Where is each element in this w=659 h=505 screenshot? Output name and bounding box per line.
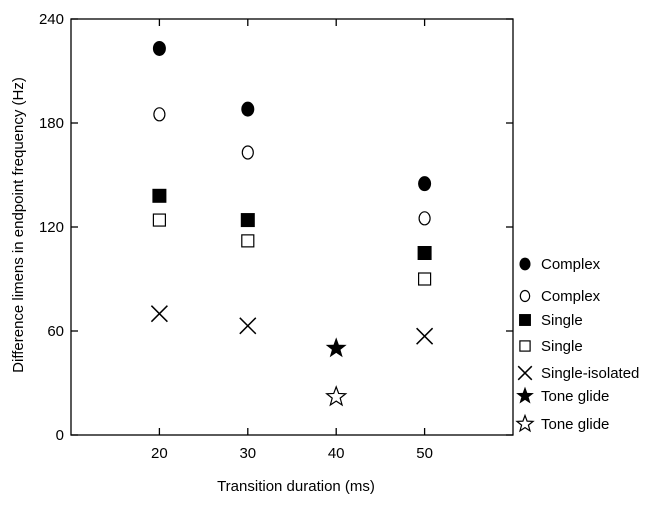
data-point xyxy=(325,385,348,407)
x-tick-label: 20 xyxy=(151,445,168,462)
data-point xyxy=(153,107,166,122)
y-tick-label: 0 xyxy=(56,427,64,444)
series-1 xyxy=(153,107,431,226)
data-point xyxy=(152,40,166,56)
legend-marker xyxy=(519,289,531,303)
legend-label: Single xyxy=(541,312,583,329)
x-tick-label: 40 xyxy=(328,445,345,462)
legend-marker xyxy=(517,365,533,381)
legend-marker xyxy=(519,314,531,326)
data-point xyxy=(241,145,254,160)
legend-marker xyxy=(519,257,531,271)
x-tick-label: 30 xyxy=(239,445,256,462)
series-5 xyxy=(325,337,347,358)
data-point xyxy=(325,337,347,358)
legend-item: Single xyxy=(519,338,583,355)
data-point xyxy=(152,213,166,227)
legend-item: Complex xyxy=(519,288,601,305)
data-point xyxy=(416,327,434,345)
y-tick-label: 240 xyxy=(39,11,64,28)
data-point xyxy=(241,101,255,117)
data-point xyxy=(418,272,432,286)
series-2 xyxy=(152,188,432,260)
series-6 xyxy=(325,385,348,407)
data-point xyxy=(239,317,257,335)
legend-marker xyxy=(516,386,534,404)
data-point xyxy=(240,213,255,228)
plot-border xyxy=(70,18,514,436)
y-axis-title: Difference limens in endpoint frequency … xyxy=(10,77,27,373)
series-4 xyxy=(150,305,434,345)
legend-item: Tone glide xyxy=(515,413,609,433)
series-3 xyxy=(152,213,432,286)
legend-label: Tone glide xyxy=(541,388,609,405)
legend-label: Single-isolated xyxy=(541,365,639,382)
legend: Complex Complex Single Single Single-isolate… xyxy=(515,256,639,433)
y-axis: 0 60 120 180 240 xyxy=(39,11,513,444)
legend-marker xyxy=(519,340,531,352)
data-point xyxy=(417,246,432,260)
legend-item: Complex xyxy=(519,256,601,273)
legend-item: Tone glide xyxy=(516,386,609,405)
y-tick-label: 120 xyxy=(39,219,64,236)
legend-label: Single xyxy=(541,338,583,355)
data-point xyxy=(150,305,168,323)
x-axis: 20 30 40 50 xyxy=(151,19,433,462)
data-point xyxy=(418,211,431,226)
legend-label: Complex xyxy=(541,256,601,273)
x-axis-title: Transition duration (ms) xyxy=(217,478,375,495)
legend-item: Single-isolated xyxy=(517,365,639,382)
data-point xyxy=(418,176,432,192)
y-tick-label: 180 xyxy=(39,115,64,132)
plot-frame xyxy=(70,18,514,436)
data-point xyxy=(152,188,167,203)
legend-marker xyxy=(515,413,535,433)
legend-label: Complex xyxy=(541,288,601,305)
x-tick-label: 50 xyxy=(416,445,433,462)
legend-item: Single xyxy=(519,312,583,329)
series-0 xyxy=(152,40,432,192)
legend-label: Tone glide xyxy=(541,416,609,433)
data-point xyxy=(241,234,255,248)
data-points xyxy=(150,40,434,407)
y-tick-label: 60 xyxy=(47,323,64,340)
